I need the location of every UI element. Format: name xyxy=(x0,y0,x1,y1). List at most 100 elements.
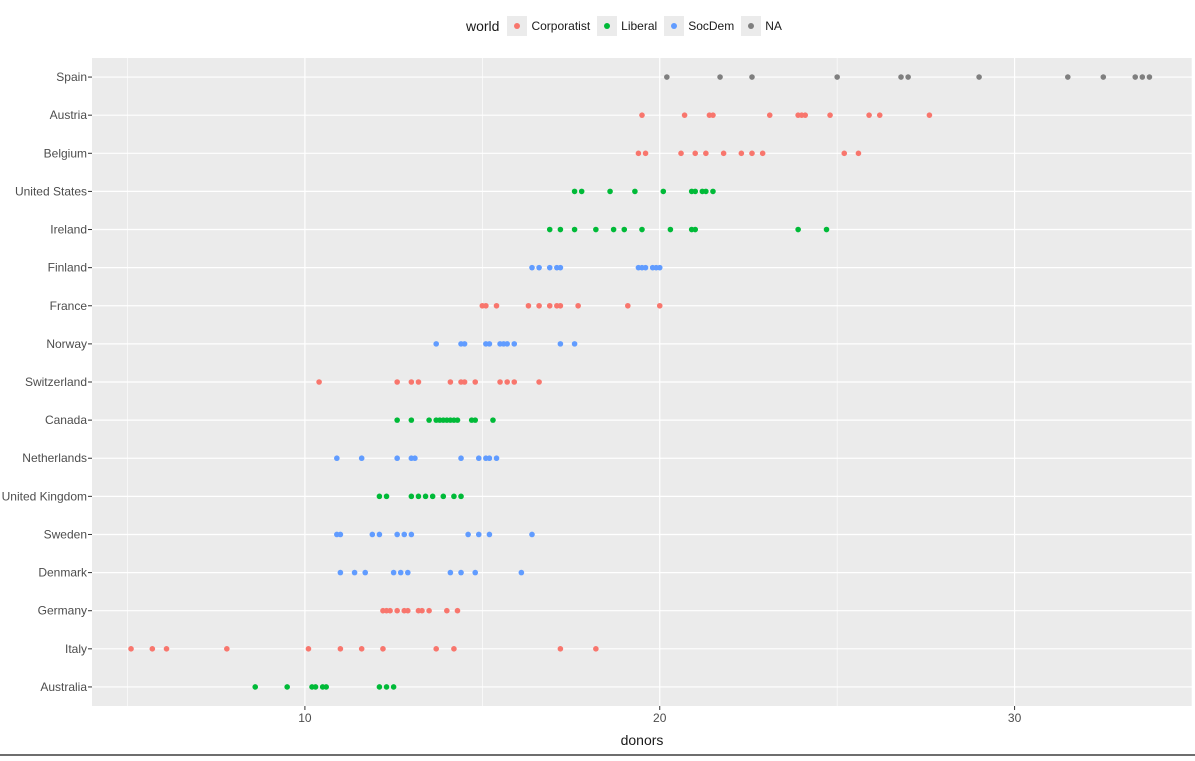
data-point xyxy=(458,455,464,462)
data-point xyxy=(458,569,464,576)
data-point xyxy=(593,226,599,233)
data-point xyxy=(472,379,479,385)
legend-item-corporatist: Corporatist xyxy=(507,16,590,36)
data-point xyxy=(692,226,699,233)
data-point xyxy=(759,150,766,157)
data-point xyxy=(557,226,564,233)
data-point xyxy=(536,302,542,309)
data-point xyxy=(387,607,393,614)
x-tick-label: 10 xyxy=(298,711,312,725)
data-point xyxy=(557,341,564,347)
data-point xyxy=(607,188,613,195)
data-point xyxy=(163,646,170,652)
data-point xyxy=(703,188,709,195)
data-point xyxy=(642,264,649,271)
data-point xyxy=(405,607,411,614)
data-point xyxy=(493,302,500,309)
data-point xyxy=(334,455,340,462)
data-point xyxy=(440,493,447,500)
data-point xyxy=(419,607,425,614)
data-point xyxy=(678,150,684,157)
data-point xyxy=(660,188,667,195)
data-point xyxy=(369,531,376,538)
data-point xyxy=(472,417,479,423)
data-point xyxy=(976,74,982,80)
y-tick-label: Sweden xyxy=(44,527,87,541)
y-tick-label: Finland xyxy=(48,261,87,275)
y-tick-label: Ireland xyxy=(50,223,87,237)
data-point xyxy=(376,493,383,500)
data-point xyxy=(639,226,645,233)
data-point xyxy=(394,379,400,385)
data-point xyxy=(621,226,628,233)
data-point xyxy=(454,607,461,614)
data-point xyxy=(841,150,848,157)
data-point xyxy=(866,112,872,118)
data-point xyxy=(316,379,322,385)
data-point xyxy=(497,379,503,385)
data-point xyxy=(305,646,312,652)
data-point xyxy=(486,341,493,347)
data-point xyxy=(444,607,450,614)
legend-label-socdem: SocDem xyxy=(688,19,735,33)
data-point xyxy=(408,531,415,538)
legend: world Corporatist Liberal SocDem NA xyxy=(466,13,789,39)
data-point xyxy=(405,569,411,576)
legend-label-na: NA xyxy=(765,19,782,33)
data-point xyxy=(536,379,542,385)
data-point xyxy=(717,74,723,80)
data-point xyxy=(451,493,457,500)
legend-item-socdem: SocDem xyxy=(664,16,734,36)
data-point xyxy=(578,188,585,195)
data-point xyxy=(529,531,535,538)
data-point xyxy=(635,150,642,157)
data-point xyxy=(486,531,493,538)
data-point xyxy=(766,112,773,118)
legend-label-corporatist: Corporatist xyxy=(531,19,591,33)
data-point xyxy=(557,646,564,652)
legend-item-na: NA xyxy=(741,16,782,36)
data-point xyxy=(408,379,415,385)
data-point xyxy=(422,493,429,500)
data-point xyxy=(511,379,518,385)
data-point xyxy=(465,531,471,538)
data-point xyxy=(1100,74,1107,80)
data-point xyxy=(415,379,422,385)
data-point xyxy=(312,684,319,690)
data-point xyxy=(795,226,801,233)
data-point xyxy=(610,226,617,233)
data-point xyxy=(415,493,422,500)
data-point xyxy=(358,646,365,652)
legend-dot-na xyxy=(748,23,755,29)
data-point xyxy=(376,531,383,538)
data-point xyxy=(575,302,581,309)
data-point xyxy=(394,455,400,462)
data-point xyxy=(511,341,518,347)
data-point xyxy=(504,379,510,385)
data-point xyxy=(525,302,532,309)
data-point xyxy=(593,646,599,652)
data-point xyxy=(483,302,489,309)
data-point xyxy=(429,493,436,500)
data-point xyxy=(692,150,699,157)
data-point xyxy=(802,112,809,118)
y-tick-label: Italy xyxy=(65,642,87,656)
data-point xyxy=(390,684,397,690)
data-point xyxy=(149,646,156,652)
data-point xyxy=(486,455,493,462)
data-point xyxy=(681,112,688,118)
data-point xyxy=(426,417,432,423)
data-point xyxy=(710,188,716,195)
x-tick-label: 20 xyxy=(653,711,667,725)
y-tick-label: Germany xyxy=(38,604,87,618)
y-tick-label: Belgium xyxy=(44,146,87,160)
data-point xyxy=(926,112,933,118)
data-point xyxy=(518,569,525,576)
data-point xyxy=(571,341,578,347)
data-point xyxy=(475,455,482,462)
data-point xyxy=(656,264,663,271)
legend-key-na xyxy=(741,16,762,36)
data-point xyxy=(394,417,400,423)
